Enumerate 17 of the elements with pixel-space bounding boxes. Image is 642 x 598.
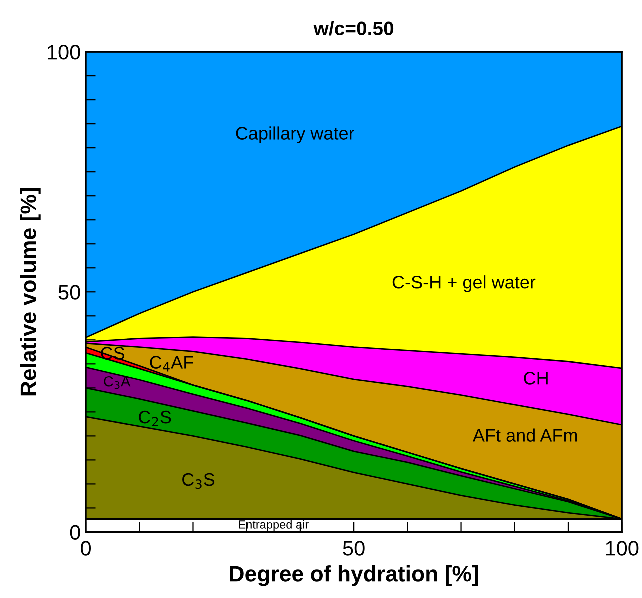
series-label: C$_{3}$S (182, 473, 215, 490)
x-axis-title: Degree of hydration [%] (230, 566, 478, 586)
chart-title: w/c=0.50 (314, 21, 394, 36)
x-tick-label: 100 (606, 541, 639, 556)
series-label: C$_{4}$AF (150, 356, 194, 372)
series-label: C$_{2}$S (139, 410, 172, 426)
series-label: C-S-H + gel water (392, 276, 536, 292)
series-label: CH (524, 372, 548, 385)
y-tick-label: 100 (48, 45, 80, 60)
series-label: AFt and AFm (472, 428, 578, 442)
series-label: C$_{3}$A (104, 376, 131, 390)
series-label: Capillary water (236, 126, 354, 144)
y-axis-title: Relative volume [%] (20, 188, 41, 396)
y-tick-label: 50 (58, 285, 80, 300)
y-tick-label: 0 (70, 525, 80, 540)
x-tick-label: 0 (81, 541, 92, 556)
x-tick-label: 50 (343, 541, 365, 556)
